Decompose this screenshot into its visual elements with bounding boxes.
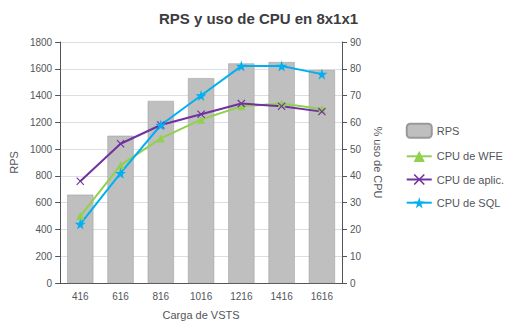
svg-text:70: 70 bbox=[350, 90, 362, 101]
svg-text:1216: 1216 bbox=[230, 291, 253, 302]
svg-text:CPU de WFE: CPU de WFE bbox=[437, 150, 503, 162]
svg-text:1800: 1800 bbox=[30, 37, 53, 48]
svg-text:80: 80 bbox=[350, 63, 362, 74]
svg-text:Carga de VSTS: Carga de VSTS bbox=[163, 309, 240, 321]
svg-text:0: 0 bbox=[350, 278, 356, 289]
svg-text:1616: 1616 bbox=[311, 291, 334, 302]
svg-text:60: 60 bbox=[350, 117, 362, 128]
svg-text:1200: 1200 bbox=[30, 117, 53, 128]
svg-text:RPS: RPS bbox=[437, 125, 460, 137]
svg-text:RPS: RPS bbox=[8, 151, 20, 174]
svg-text:% uso de CPU: % uso de CPU bbox=[372, 126, 384, 198]
svg-text:30: 30 bbox=[350, 197, 362, 208]
svg-text:816: 816 bbox=[152, 291, 169, 302]
svg-text:CPU de aplic.: CPU de aplic. bbox=[437, 174, 504, 186]
svg-text:1600: 1600 bbox=[30, 63, 53, 74]
svg-text:90: 90 bbox=[350, 37, 362, 48]
svg-text:40: 40 bbox=[350, 170, 362, 181]
svg-text:800: 800 bbox=[35, 170, 52, 181]
svg-text:200: 200 bbox=[35, 251, 52, 262]
svg-text:416: 416 bbox=[72, 291, 89, 302]
svg-text:400: 400 bbox=[35, 224, 52, 235]
svg-text:RPS y uso de CPU en 8x1x1: RPS y uso de CPU en 8x1x1 bbox=[159, 10, 358, 27]
svg-text:1400: 1400 bbox=[30, 90, 53, 101]
svg-text:10: 10 bbox=[350, 251, 362, 262]
svg-text:1416: 1416 bbox=[270, 291, 293, 302]
svg-text:1000: 1000 bbox=[30, 144, 53, 155]
svg-text:600: 600 bbox=[35, 197, 52, 208]
svg-text:50: 50 bbox=[350, 144, 362, 155]
svg-text:CPU de SQL: CPU de SQL bbox=[437, 197, 501, 209]
svg-text:1016: 1016 bbox=[190, 291, 213, 302]
svg-text:616: 616 bbox=[112, 291, 129, 302]
svg-text:0: 0 bbox=[47, 278, 53, 289]
svg-text:20: 20 bbox=[350, 224, 362, 235]
